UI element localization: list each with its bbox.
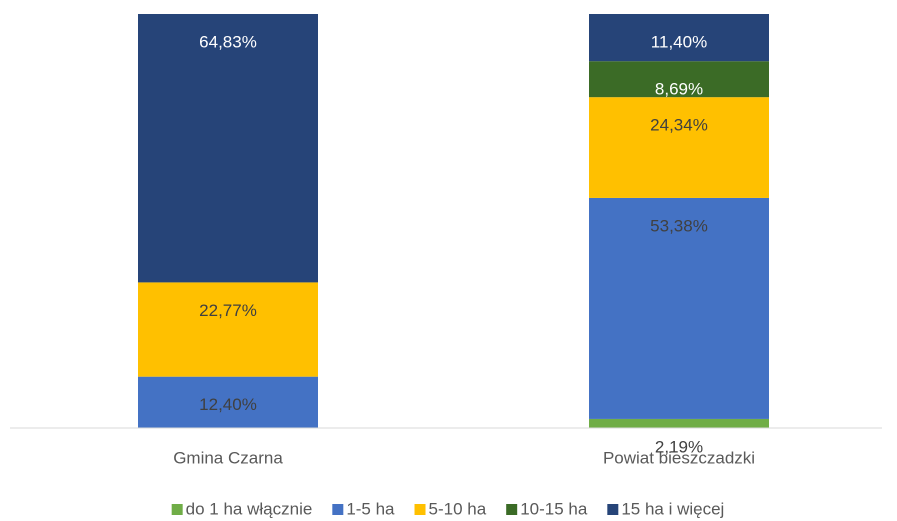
bar-segment <box>589 97 769 198</box>
bar-segment <box>138 14 318 283</box>
bar-segment <box>589 418 769 428</box>
x-tick-label: Gmina Czarna <box>173 448 283 467</box>
data-label: 11,40% <box>651 32 707 51</box>
legend-swatch <box>607 504 619 515</box>
legend: do 1 ha włącznie 1-5 ha 5-10 ha 10-15 ha 15 … <box>171 499 724 518</box>
data-label: 8,69% <box>655 80 703 99</box>
legend-label: 15 ha i więcej <box>621 499 724 518</box>
data-label: 2,19% <box>655 437 703 456</box>
x-tick-label: Powiat bieszczadzki <box>603 448 755 467</box>
legend-swatch <box>414 504 426 515</box>
bar-segment <box>589 197 769 419</box>
bar-segment <box>138 282 318 377</box>
data-label: 12,40% <box>199 395 257 414</box>
legend-label: 1-5 ha <box>346 499 395 518</box>
legend-label: do 1 ha włącznie <box>186 499 313 518</box>
data-label: 64,83% <box>199 32 257 51</box>
legend-label: 10-15 ha <box>520 499 588 518</box>
bar-segment <box>589 14 769 62</box>
legend-swatch <box>332 504 344 515</box>
legend-swatch <box>506 504 518 515</box>
bar-segment <box>138 376 318 428</box>
data-label: 53,38% <box>650 216 708 235</box>
data-label: 22,77% <box>199 301 257 320</box>
legend-label: 5-10 ha <box>429 499 487 518</box>
legend-swatch <box>171 504 183 515</box>
data-label: 24,34% <box>650 116 708 135</box>
bar-segment <box>589 61 769 98</box>
